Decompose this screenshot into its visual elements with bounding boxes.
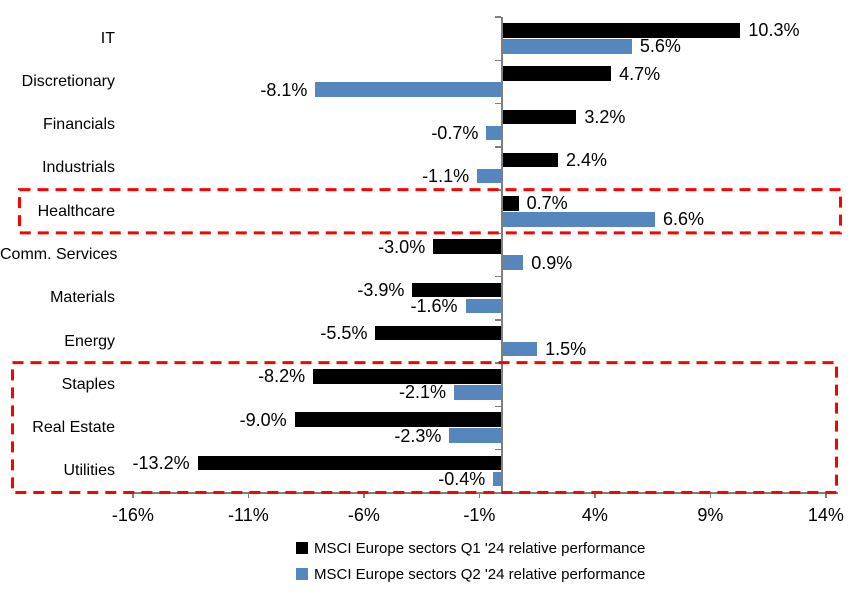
value-label-q1-financials: 3.2%	[584, 106, 626, 127]
value-label-q1-materials: -3.9%	[357, 279, 405, 300]
value-label-q1-industrials: 2.4%	[565, 150, 607, 171]
value-label-q2-comm-services: 0.9%	[531, 252, 573, 273]
value-label-q1-utilities: -13.2%	[132, 452, 190, 473]
x-axis-tick	[825, 493, 827, 498]
legend: MSCI Europe sectors Q1 '24 relative perf…	[296, 539, 645, 591]
x-axis-line	[124, 492, 838, 494]
x-axis-tick	[132, 493, 134, 498]
value-label-q2-materials: -1.6%	[410, 295, 458, 316]
x-axis-tick	[247, 493, 250, 498]
value-label-q1-healthcare: 0.7%	[526, 193, 568, 214]
value-label-q2-utilities: -0.4%	[438, 468, 486, 489]
value-label-q2-industrials: -1.1%	[422, 166, 470, 187]
legend-item-q1: MSCI Europe sectors Q1 '24 relative perf…	[296, 539, 645, 557]
y-axis-tick	[495, 448, 501, 451]
legend-label-q1: MSCI Europe sectors Q1 '24 relative perf…	[314, 539, 646, 557]
bar-q1-discretionary	[502, 66, 612, 81]
value-label-q1-it: 10.3%	[748, 20, 800, 41]
value-label-q2-financials: -0.7%	[431, 122, 479, 143]
category-label-healthcare: Healthcare	[37, 202, 115, 220]
bar-q2-comm-services	[502, 255, 524, 270]
value-label-q1-real-estate: -9.0%	[239, 409, 287, 430]
x-axis-tick	[594, 493, 596, 498]
y-axis-tick	[495, 362, 501, 364]
bar-q1-comm-services	[433, 239, 503, 254]
value-label-q2-it: 5.6%	[639, 36, 681, 57]
category-label-comm-services: Comm. Services	[0, 246, 118, 263]
bar-q2-materials	[465, 298, 503, 314]
category-label-materials: Materials	[50, 289, 115, 307]
bar-q1-financials	[502, 109, 577, 125]
x-axis-tick	[363, 493, 365, 498]
value-label-q1-staples: -8.2%	[258, 366, 306, 387]
value-label-q2-energy: 1.5%	[545, 339, 587, 360]
bar-q2-real-estate	[449, 428, 503, 443]
x-axis-tick-label-1: -11%	[228, 505, 269, 525]
y-axis-tick	[495, 405, 501, 408]
x-axis-tick-label-5: 9%	[697, 505, 724, 525]
x-axis-tick	[478, 493, 481, 498]
bar-q1-industrials	[502, 152, 558, 168]
bar-q2-industrials	[477, 168, 503, 184]
bar-q2-energy	[502, 341, 538, 357]
x-axis-tick	[709, 493, 712, 498]
bar-q1-energy	[375, 325, 503, 341]
bar-q1-materials	[412, 282, 503, 298]
value-label-q1-discretionary: 4.7%	[619, 63, 661, 84]
category-label-staples: Staples	[61, 375, 115, 393]
y-axis-tick	[495, 275, 501, 278]
y-axis-tick	[495, 146, 501, 148]
value-label-q2-staples: -2.1%	[398, 382, 446, 403]
y-axis-tick	[495, 492, 501, 494]
bar-q1-it	[502, 23, 741, 38]
y-axis-tick	[495, 232, 501, 235]
value-label-q1-comm-services: -3.0%	[378, 236, 426, 257]
category-label-real-estate: Real Estate	[32, 419, 115, 437]
value-label-q2-healthcare: 6.6%	[662, 209, 704, 230]
bar-q2-it	[502, 39, 632, 54]
value-label-q1-energy: -5.5%	[320, 323, 368, 344]
legend-item-q2: MSCI Europe sectors Q2 '24 relative perf…	[296, 565, 645, 583]
y-axis-tick	[495, 189, 501, 191]
x-axis-tick-label-2: -6%	[347, 505, 380, 525]
y-axis-tick	[495, 59, 501, 62]
x-axis-tick-label-3: -1%	[463, 505, 496, 525]
bar-q1-healthcare	[502, 196, 519, 211]
y-axis-tick	[495, 16, 501, 18]
legend-swatch-q2-icon	[296, 568, 308, 580]
value-label-q2-discretionary: -8.1%	[260, 79, 308, 100]
y-axis-tick	[495, 319, 501, 321]
bar-q2-staples	[453, 385, 503, 400]
legend-swatch-q1-icon	[296, 542, 308, 554]
legend-label-q2: MSCI Europe sectors Q2 '24 relative perf…	[314, 565, 646, 583]
category-label-utilities: Utilities	[63, 462, 115, 480]
category-label-it: IT	[100, 29, 115, 47]
y-axis-tick	[495, 102, 501, 105]
category-label-energy: Energy	[64, 332, 115, 350]
value-label-q2-real-estate: -2.3%	[394, 425, 442, 446]
bar-q2-discretionary	[315, 82, 503, 97]
y-axis-line	[501, 17, 503, 493]
category-label-discretionary: Discretionary	[21, 72, 115, 90]
x-axis-tick-label-6: 14%	[807, 505, 844, 525]
category-label-industrials: Industrials	[42, 159, 115, 177]
x-axis-tick-label-4: 4%	[581, 505, 608, 525]
category-label-financials: Financials	[42, 116, 115, 134]
x-axis-tick-label-0: -16%	[111, 505, 154, 525]
bar-q2-financials	[486, 125, 503, 141]
bar-q2-healthcare	[502, 212, 655, 227]
